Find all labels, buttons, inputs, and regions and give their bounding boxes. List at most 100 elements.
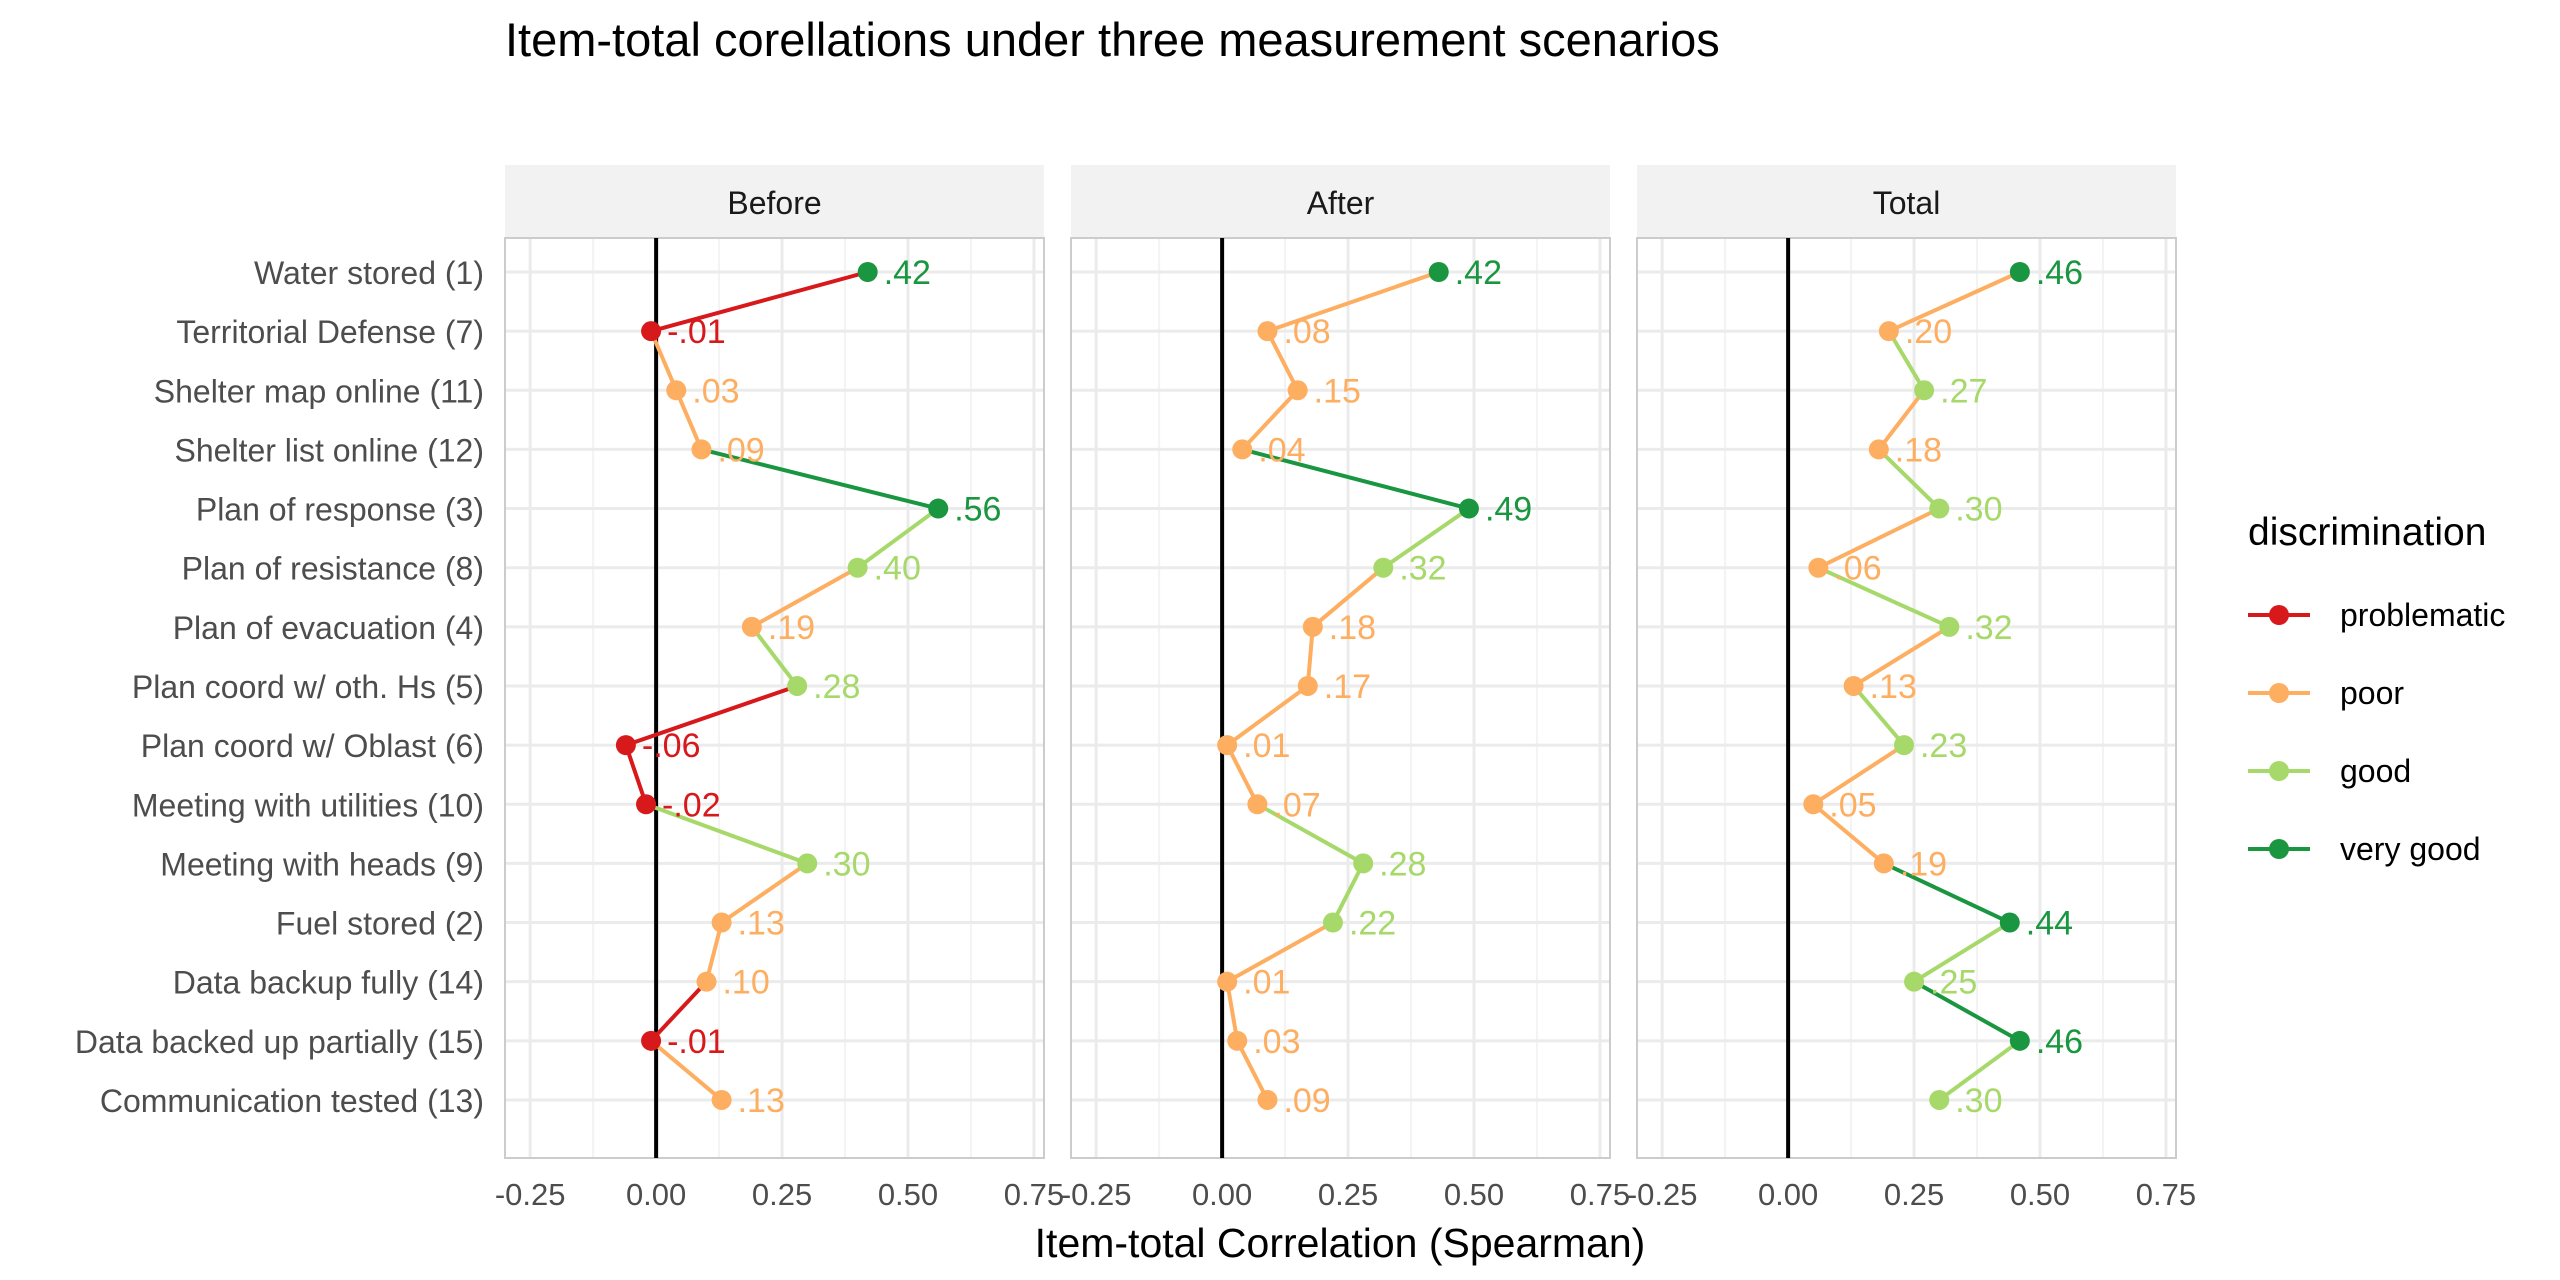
facet-strip (505, 165, 1044, 238)
series-segment (1331, 862, 1365, 924)
data-label: .30 (1955, 491, 2002, 529)
data-label: .15 (1314, 372, 1361, 410)
data-point (857, 262, 878, 282)
facet-strip-label: Total (1873, 185, 1941, 221)
x-tick-label: -0.25 (1061, 1177, 1132, 1212)
y-tick-label: Water stored (1) (254, 255, 484, 291)
series-segment (1226, 920, 1334, 984)
y-tick-label: Data backed up partially (15) (75, 1024, 484, 1060)
series-segment (1241, 447, 1470, 511)
series-segment (750, 565, 859, 629)
legend-item: very good (2248, 831, 2481, 867)
data-point (1868, 439, 1889, 460)
data-point (615, 735, 636, 756)
series-segment (1225, 744, 1260, 806)
data-label: .17 (1324, 668, 1371, 706)
x-tick-label: 0.75 (1570, 1177, 1630, 1212)
series-segment (700, 447, 939, 511)
data-label: .44 (2026, 905, 2073, 943)
x-tick-label: 0.00 (1192, 1177, 1252, 1212)
series-segment (1888, 270, 2021, 333)
data-point (1297, 675, 1318, 696)
series-segment (1265, 330, 1300, 392)
series-segment (1817, 506, 1941, 570)
data-label: .30 (823, 845, 870, 883)
data-point (1217, 735, 1238, 756)
y-tick-label: Meeting with utilities (10) (132, 787, 484, 823)
data-label: .04 (1258, 431, 1305, 469)
data-point (1939, 616, 1960, 637)
data-point (1353, 853, 1374, 874)
y-tick-label: Data backup fully (14) (173, 965, 484, 1001)
series-segment (1913, 920, 2011, 984)
series-segment (650, 270, 869, 334)
data-label: .40 (874, 550, 921, 588)
data-point (1247, 794, 1268, 815)
x-axis-title: Item-total Correlation (Spearman) (1035, 1220, 1646, 1266)
series-segment (645, 802, 808, 866)
data-point (1322, 912, 1343, 933)
x-tick-label: 0.25 (752, 1177, 812, 1212)
legend-item: problematic (2248, 597, 2505, 633)
facet-strip (1071, 165, 1610, 238)
facet-strip (1637, 165, 2176, 238)
series-segment (1817, 565, 1951, 629)
data-label: .22 (1349, 905, 1396, 943)
series-segment (1913, 979, 2021, 1043)
panel-after: After .42 .08 .15.04 .49 .32 .18 .17 .01 .07 .28 .2… (1061, 165, 1630, 1212)
data-label: .13 (738, 905, 785, 943)
data-label: .49 (1485, 491, 1532, 529)
data-label: .20 (1905, 313, 1952, 351)
facet-strip-label: After (1307, 185, 1375, 221)
series-segment (625, 684, 798, 748)
data-point (1227, 1030, 1248, 1051)
data-point (1232, 439, 1253, 460)
legend-item: good (2248, 753, 2411, 789)
x-tick-label: -0.25 (1627, 1177, 1698, 1212)
data-label: .10 (722, 964, 769, 1002)
data-point (1808, 557, 1829, 578)
data-label: .13 (1870, 668, 1917, 706)
y-tick-label: Territorial Defense (7) (176, 314, 484, 350)
series-segment (1877, 389, 1926, 451)
y-tick-label: Plan coord w/ Oblast (6) (141, 728, 484, 764)
series-segment (674, 389, 704, 451)
data-label: .27 (1940, 372, 1987, 410)
panel-total: Total .46 .20 .27 .18 .30 .06 .32 .13.23 .05 .19 .4… (1627, 165, 2196, 1212)
data-label: .01 (1243, 727, 1290, 765)
data-point (1843, 675, 1864, 696)
series-segment (1240, 388, 1300, 451)
y-tick-label: Plan coord w/ oth. Hs (5) (132, 669, 484, 705)
data-label: .56 (954, 491, 1001, 529)
data-label: .08 (1283, 313, 1330, 351)
data-point (636, 794, 657, 815)
x-tick-label: 0.50 (878, 1177, 938, 1212)
panel-border (504, 237, 1045, 1159)
legend-label: poor (2340, 675, 2404, 711)
data-point (1428, 262, 1449, 282)
data-point (741, 616, 762, 637)
series-segment (1235, 1039, 1270, 1101)
data-point (1904, 971, 1925, 992)
data-point (1878, 321, 1899, 342)
data-label: .42 (884, 254, 931, 292)
series-segment (1812, 802, 1886, 865)
data-label: -.01 (667, 1023, 726, 1061)
panel-border (1070, 237, 1611, 1159)
data-point (1217, 971, 1238, 992)
data-label: -.06 (642, 727, 701, 765)
data-label: .28 (813, 668, 860, 706)
data-label: .18 (1329, 609, 1376, 647)
series-segment (624, 744, 648, 805)
series-segment (1887, 330, 1926, 392)
legend-item: poor (2248, 675, 2404, 711)
data-point (2009, 1030, 2030, 1051)
legend-key-point (2269, 761, 2289, 781)
data-label: .19 (1900, 845, 1947, 883)
legend-key-point (2269, 605, 2289, 625)
legend-key-point (2269, 839, 2289, 859)
x-tick-label: 0.00 (626, 1177, 686, 1212)
data-label: .06 (1834, 550, 1881, 588)
y-tick-label: Meeting with heads (9) (160, 846, 484, 882)
series-segment (649, 330, 679, 392)
